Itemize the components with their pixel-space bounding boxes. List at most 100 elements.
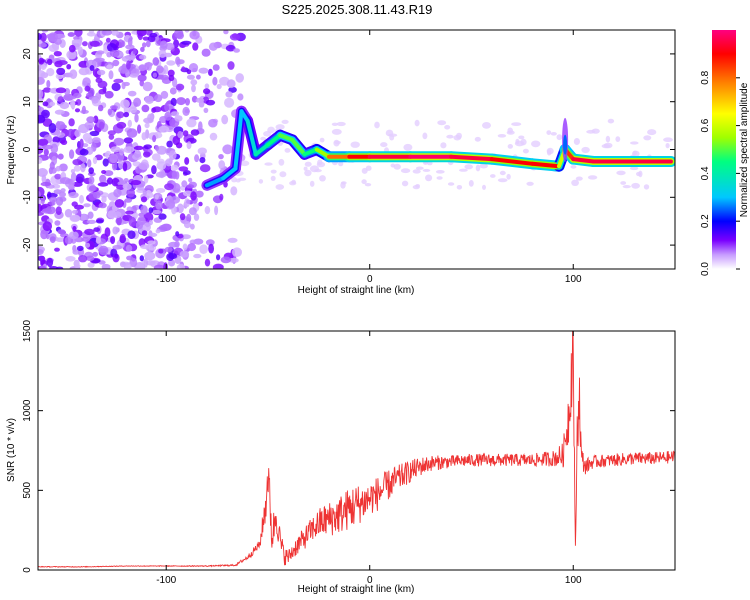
noise-blob bbox=[193, 213, 200, 221]
noise-blob bbox=[186, 118, 197, 128]
noise-blob bbox=[224, 97, 235, 108]
noise-blob bbox=[126, 128, 138, 138]
noise-blob bbox=[203, 88, 211, 95]
noise-blob bbox=[520, 138, 527, 146]
noise-blob bbox=[556, 134, 563, 141]
noise-blob bbox=[401, 180, 409, 187]
noise-blob bbox=[95, 219, 104, 224]
noise-blob bbox=[68, 231, 79, 240]
noise-blob bbox=[113, 188, 122, 198]
noise-blob bbox=[182, 106, 190, 116]
noise-blob bbox=[133, 97, 142, 107]
noise-blob bbox=[93, 227, 101, 233]
noise-blob bbox=[198, 67, 209, 74]
noise-blob bbox=[164, 183, 174, 191]
noise-blob bbox=[518, 135, 525, 140]
noise-blob bbox=[56, 132, 66, 138]
noise-blob bbox=[69, 69, 78, 79]
noise-blob bbox=[56, 67, 66, 76]
noise-blob bbox=[154, 194, 159, 200]
y-tick-label: -10 bbox=[22, 190, 33, 205]
noise-blob bbox=[74, 108, 81, 113]
noise-blob bbox=[188, 63, 199, 73]
snr-frame bbox=[37, 330, 676, 571]
colorbar-tick-label: 0.2 bbox=[700, 214, 711, 228]
noise-blob bbox=[170, 97, 177, 107]
noise-blob bbox=[54, 109, 65, 115]
noise-blob bbox=[95, 236, 101, 244]
noise-blob bbox=[59, 191, 66, 198]
noise-blob bbox=[43, 148, 49, 156]
noise-blob bbox=[571, 179, 579, 186]
noise-blob bbox=[436, 176, 443, 180]
noise-blob bbox=[138, 54, 147, 60]
noise-blob bbox=[78, 255, 88, 263]
noise-blob bbox=[507, 127, 513, 134]
noise-blob bbox=[237, 177, 247, 181]
noise-blob bbox=[56, 60, 68, 66]
noise-blob bbox=[132, 48, 137, 55]
noise-blob bbox=[142, 190, 147, 196]
noise-blob bbox=[175, 83, 185, 91]
noise-blob bbox=[186, 213, 192, 223]
noise-blob bbox=[182, 130, 189, 137]
noise-blob bbox=[204, 206, 211, 215]
noise-blob bbox=[155, 188, 166, 193]
noise-blob bbox=[60, 139, 68, 145]
x-tick-label: 0 bbox=[367, 274, 373, 285]
noise-blob bbox=[159, 74, 169, 81]
noise-blob bbox=[126, 206, 133, 212]
noise-blob bbox=[70, 99, 76, 109]
noise-blob bbox=[123, 146, 135, 154]
noise-blob bbox=[208, 243, 215, 254]
noise-blob bbox=[116, 121, 127, 129]
noise-blob bbox=[319, 137, 325, 143]
noise-blob bbox=[73, 36, 80, 41]
ridge-segment bbox=[266, 133, 283, 147]
noise-blob bbox=[113, 78, 124, 84]
noise-blob bbox=[91, 137, 101, 144]
noise-blob bbox=[46, 58, 53, 66]
ridge-segment bbox=[278, 133, 295, 142]
noise-blob bbox=[107, 108, 113, 116]
noise-blob bbox=[192, 42, 199, 51]
noise-blob bbox=[216, 254, 221, 261]
noise-blob bbox=[70, 169, 76, 174]
y-tick-label: 0 bbox=[22, 146, 33, 152]
noise-blob bbox=[199, 157, 206, 164]
colorbar-label: Normalized spectral amplitude bbox=[739, 82, 750, 217]
noise-blob bbox=[415, 166, 424, 170]
noise-blob bbox=[316, 161, 326, 168]
noise-blob bbox=[303, 166, 308, 171]
noise-blob bbox=[171, 170, 178, 180]
noise-blob bbox=[109, 153, 118, 164]
noise-blob bbox=[113, 46, 119, 51]
noise-blob bbox=[114, 199, 124, 208]
noise-blob bbox=[101, 195, 107, 203]
noise-blob bbox=[38, 70, 46, 78]
noise-blob bbox=[133, 145, 144, 151]
noise-blob bbox=[222, 144, 233, 155]
noise-blob bbox=[140, 244, 150, 249]
noise-blob bbox=[186, 141, 192, 150]
noise-blob bbox=[112, 245, 123, 250]
noise-blob bbox=[220, 256, 232, 264]
noise-blob bbox=[235, 73, 244, 83]
noise-blob bbox=[109, 50, 120, 58]
noise-blob bbox=[133, 150, 142, 158]
noise-blob bbox=[60, 188, 66, 193]
noise-blob bbox=[38, 76, 45, 85]
noise-blob bbox=[40, 32, 47, 42]
noise-blob bbox=[40, 195, 45, 205]
noise-blob bbox=[181, 40, 192, 45]
noise-blob bbox=[145, 190, 152, 196]
noise-blob bbox=[497, 178, 508, 183]
x-tick-label: 0 bbox=[367, 575, 373, 586]
noise-blob bbox=[107, 130, 116, 136]
noise-blob bbox=[183, 170, 191, 176]
noise-blob bbox=[380, 142, 388, 148]
noise-blob bbox=[164, 111, 172, 121]
noise-blob bbox=[226, 79, 236, 89]
noise-blob bbox=[68, 44, 76, 53]
